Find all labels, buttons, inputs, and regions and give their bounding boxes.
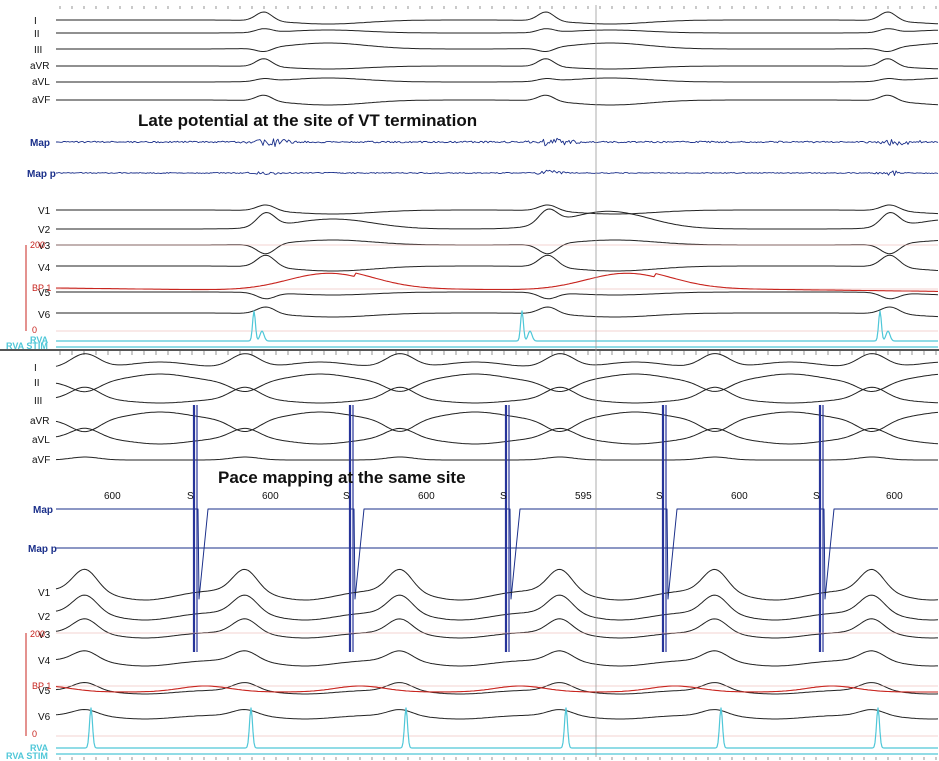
rva-label: RVA xyxy=(30,743,49,753)
lead-label-V4: V4 xyxy=(38,656,51,667)
bp-label: BP 1 xyxy=(32,283,51,293)
stim-marker: S xyxy=(656,491,663,502)
stim-marker: S xyxy=(500,491,507,502)
bp-scale-bottom: 0 xyxy=(32,325,37,335)
surface-lead-trace xyxy=(55,456,938,461)
bp-trace xyxy=(56,272,938,292)
surface-lead-trace xyxy=(55,373,939,393)
map-label: Map xyxy=(33,505,53,516)
lead-label-V5: V5 xyxy=(38,686,51,697)
precordial-trace xyxy=(55,682,939,695)
surface-lead-trace xyxy=(55,427,939,445)
surface-lead-trace xyxy=(55,353,939,367)
bp-scale-bottom: 0 xyxy=(32,729,37,739)
map-p-label: Map p xyxy=(27,169,56,180)
map-p-label: Map p xyxy=(28,544,57,555)
stim-marker: S xyxy=(343,491,350,502)
surface-lead-trace xyxy=(56,94,939,106)
surface-lead-trace xyxy=(55,386,939,404)
precordial-trace xyxy=(56,291,939,300)
lead-label-V4: V4 xyxy=(38,263,51,274)
stim-marker: S xyxy=(187,491,194,502)
top-panel-labels: I II III aVR aVL aVF Map Map p V1 V2 V3 … xyxy=(6,16,477,351)
lead-label-II: II xyxy=(34,29,40,40)
lead-label-V2: V2 xyxy=(38,225,51,236)
lead-label-aVR: aVR xyxy=(30,61,49,72)
precordial-trace xyxy=(56,306,939,318)
interval-label: 600 xyxy=(104,491,121,502)
interval-label: 600 xyxy=(418,491,435,502)
rva-stim-label: RVA STIM xyxy=(6,751,48,761)
rva-stim-label: RVA STIM xyxy=(6,341,48,351)
lead-label-aVF: aVF xyxy=(32,95,50,106)
lead-label-III: III xyxy=(34,396,42,407)
lead-label-I: I xyxy=(34,363,37,374)
interval-label: 595 xyxy=(575,491,592,502)
bottom-panel-labels: I II III aVR aVL aVF Map Map p V1 V2 V3 … xyxy=(6,363,903,761)
bp-trace xyxy=(55,685,938,693)
stim-marker: S xyxy=(813,491,820,502)
lead-label-aVR: aVR xyxy=(30,416,49,427)
map-trace xyxy=(55,137,939,148)
lead-label-V3: V3 xyxy=(38,241,51,252)
interval-label: 600 xyxy=(886,491,903,502)
bottom-annotation: Pace mapping at the same site xyxy=(218,468,466,487)
precordial-trace xyxy=(56,254,939,272)
precordial-trace xyxy=(55,568,939,601)
precordial-trace xyxy=(56,204,939,215)
precordial-trace xyxy=(56,208,939,230)
lead-label-I: I xyxy=(34,16,37,27)
map-trace xyxy=(56,508,938,600)
lead-label-V1: V1 xyxy=(38,206,51,217)
precordial-trace xyxy=(55,650,938,667)
lead-label-aVL: aVL xyxy=(32,435,50,446)
lead-label-II: II xyxy=(34,378,40,389)
lead-label-aVL: aVL xyxy=(32,77,50,88)
surface-lead-trace xyxy=(55,411,939,433)
surface-lead-trace xyxy=(56,28,939,34)
lead-label-V3: V3 xyxy=(38,630,51,641)
map-p-trace xyxy=(56,169,939,176)
precordial-trace xyxy=(55,594,939,621)
rva-trace xyxy=(56,310,938,342)
traces xyxy=(25,11,939,755)
bp-scale-top: 200 xyxy=(30,240,45,250)
lead-label-V6: V6 xyxy=(38,310,51,321)
map-label: Map xyxy=(30,138,50,149)
timing-tick-marks xyxy=(59,6,937,760)
surface-lead-trace xyxy=(56,58,939,70)
bp-scale-top: 200 xyxy=(30,629,45,639)
lead-label-V6: V6 xyxy=(38,712,51,723)
lead-label-aVF: aVF xyxy=(32,455,50,466)
interval-label: 600 xyxy=(731,491,748,502)
lead-label-V1: V1 xyxy=(38,588,51,599)
precordial-trace xyxy=(55,709,939,720)
surface-lead-trace xyxy=(56,11,938,25)
bp-label: BP 1 xyxy=(32,681,51,691)
top-annotation: Late potential at the site of VT termina… xyxy=(138,111,477,130)
rva-label: RVA xyxy=(30,335,49,345)
interval-label: 600 xyxy=(262,491,279,502)
lead-label-III: III xyxy=(34,45,42,56)
surface-lead-trace xyxy=(56,42,939,52)
rva-trace xyxy=(56,707,938,749)
lead-label-V2: V2 xyxy=(38,612,51,623)
lead-label-V5: V5 xyxy=(38,288,51,299)
surface-lead-trace xyxy=(56,77,938,83)
